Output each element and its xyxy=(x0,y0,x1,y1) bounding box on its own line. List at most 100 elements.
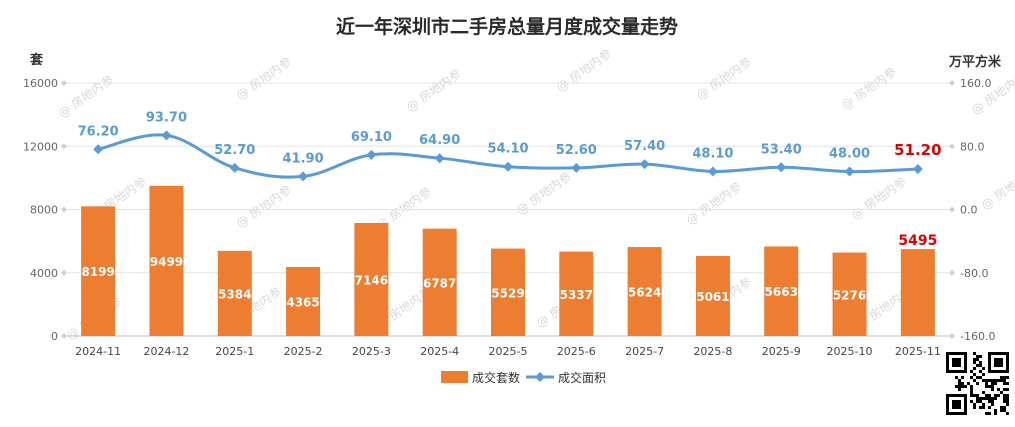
qr-module xyxy=(970,391,973,394)
bar xyxy=(217,250,252,336)
left-tick-label: 0 xyxy=(51,330,58,343)
qr-module xyxy=(979,400,982,403)
qr-module xyxy=(1003,400,1006,403)
line-label: 48.00 xyxy=(829,147,870,162)
line-label: 57.40 xyxy=(624,139,665,154)
left-tick-label: 8000 xyxy=(30,204,58,217)
qr-module xyxy=(979,370,982,373)
qr-module xyxy=(973,352,976,355)
qr-module xyxy=(1000,406,1003,409)
qr-module xyxy=(1000,379,1003,382)
qr-module xyxy=(994,409,997,412)
qr-module xyxy=(967,382,970,385)
qr-module xyxy=(991,385,994,388)
qr-module xyxy=(991,379,994,382)
x-tick-label: 2024-12 xyxy=(143,345,189,358)
qr-module xyxy=(991,400,994,403)
line-label: 52.60 xyxy=(556,143,597,158)
left-tick-marker xyxy=(61,206,67,213)
qr-module xyxy=(1003,382,1006,385)
watermark-text: @ 房地内参 xyxy=(233,182,294,231)
x-tick-label: 2025-6 xyxy=(557,345,596,358)
watermark-text: @ 房地内参 xyxy=(848,174,909,223)
qr-module xyxy=(973,373,976,376)
qr-module xyxy=(961,376,964,379)
x-tick-label: 2025-5 xyxy=(489,345,528,358)
qr-module xyxy=(982,391,985,394)
bar-label: 5337 xyxy=(560,288,593,302)
qr-module xyxy=(1006,376,1009,379)
qr-module xyxy=(979,406,982,409)
left-tick-marker xyxy=(61,269,67,276)
watermark-text: @ 房地内参 xyxy=(968,69,1015,118)
line-label: 41.90 xyxy=(283,151,324,166)
qr-module xyxy=(973,379,976,382)
qr-module xyxy=(994,394,997,397)
line-point xyxy=(434,153,445,164)
qr-module xyxy=(994,379,997,382)
bar xyxy=(627,247,662,336)
qr-module xyxy=(994,382,997,385)
qr-module xyxy=(991,388,994,391)
qr-module xyxy=(976,400,979,403)
qr-module xyxy=(985,394,988,397)
watermark-text: @ 房地内参 xyxy=(513,169,574,218)
x-tick-label: 2025-8 xyxy=(693,345,732,358)
right-tick-marker xyxy=(949,269,955,276)
bar xyxy=(491,248,525,336)
legend-line-marker xyxy=(535,372,545,382)
qr-module xyxy=(970,394,973,397)
chart-title: 近一年深圳市二手房总量月度成交量走势 xyxy=(336,15,678,38)
bar-label: 5529 xyxy=(491,286,524,300)
x-tick-label: 2025-3 xyxy=(352,345,391,358)
right-tick-marker xyxy=(949,333,955,339)
bar xyxy=(286,266,321,336)
qr-module xyxy=(982,367,985,370)
line-label: 52.70 xyxy=(214,143,255,158)
bar-label: 9499 xyxy=(150,255,183,269)
qr-module xyxy=(973,367,976,370)
qr-module xyxy=(970,385,973,388)
qr-module xyxy=(958,388,961,391)
qr-module xyxy=(970,388,973,391)
qr-module xyxy=(1003,379,1006,382)
qr-module xyxy=(994,397,997,400)
qr-module xyxy=(958,382,961,385)
right-tick-label: -160.0 xyxy=(960,330,995,343)
legend-bar-swatch xyxy=(441,371,468,383)
bar-label: 5276 xyxy=(833,288,866,302)
qr-module xyxy=(988,406,991,409)
qr-module xyxy=(1006,397,1009,400)
left-tick-label: 4000 xyxy=(30,267,58,280)
qr-module xyxy=(982,373,985,376)
qr-module xyxy=(994,412,997,415)
watermark-text: @ 房地内参 xyxy=(683,179,744,228)
qr-module xyxy=(955,376,958,379)
x-axis: 2024-11 2024-12 2025-1 2025-2 2025-3 2025-4 20… xyxy=(75,345,941,358)
qr-module xyxy=(985,412,988,415)
line-label: 93.70 xyxy=(146,110,187,125)
right-tick-label: 80.0 xyxy=(960,140,985,153)
qr-module xyxy=(1003,397,1006,400)
legend: 成交套数 成交面积 xyxy=(441,370,606,385)
qr-module xyxy=(982,379,985,382)
qr-module xyxy=(1003,376,1006,379)
watermark-text: @ 房地内参 xyxy=(693,54,754,103)
bar xyxy=(81,206,116,336)
left-tick-marker xyxy=(61,333,67,339)
qr-module xyxy=(979,364,982,367)
qr-module xyxy=(1003,394,1006,397)
x-tick-label: 2024-11 xyxy=(75,345,121,358)
qr-module xyxy=(997,388,1000,391)
right-tick-marker xyxy=(949,143,955,150)
right-tick-label: -80.0 xyxy=(960,267,988,280)
x-tick-label: 2025-11 xyxy=(895,345,941,358)
qr-module xyxy=(1003,388,1006,391)
bar-label: 6787 xyxy=(423,276,456,290)
bar-label: 7146 xyxy=(355,274,388,288)
qr-module xyxy=(961,382,964,385)
bar xyxy=(900,249,935,336)
qr-module xyxy=(979,361,982,364)
qr-module xyxy=(1000,376,1003,379)
